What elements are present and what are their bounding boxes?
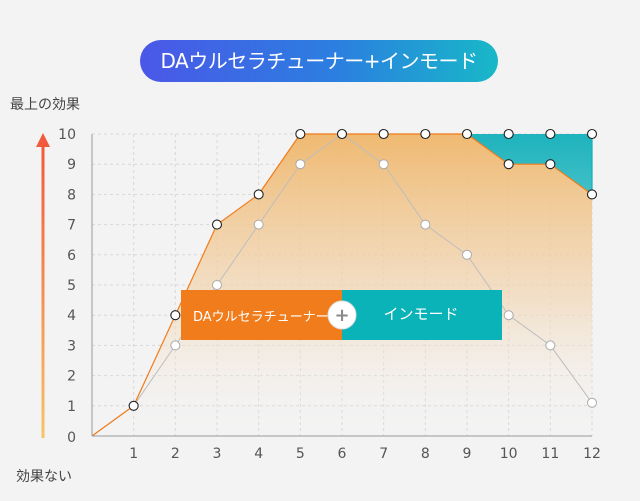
ultherapy-point [253, 189, 264, 200]
ultherapy-point [295, 128, 306, 140]
x-tick-label: 4 [254, 446, 263, 462]
points [128, 128, 598, 411]
x-tick-label: 6 [338, 446, 347, 462]
ultherapy-point [420, 128, 431, 140]
top-effect-label: 最上の効果 [10, 97, 80, 113]
combined-point [586, 128, 598, 140]
inmode-point [212, 280, 222, 290]
inmode-point [462, 249, 472, 260]
x-tick-label: 8 [421, 446, 430, 462]
y-tick-label: 0 [67, 430, 76, 446]
legend: DAウルセラチューナー インモード + [181, 290, 502, 340]
y-tick-label: 7 [67, 218, 76, 234]
combined-point [545, 128, 556, 140]
legend-inmode-box [342, 290, 502, 340]
ultherapy-point [170, 310, 181, 321]
y-tick-label: 1 [67, 399, 76, 415]
y-tick-label: 5 [67, 278, 76, 294]
legend-plus-sign: + [334, 305, 349, 326]
x-tick-label: 12 [583, 446, 601, 462]
x-tick-label: 7 [379, 446, 388, 462]
x-tick-label: 2 [171, 446, 180, 462]
ultherapy-point [378, 128, 389, 140]
ultherapy-point [461, 128, 473, 140]
inmode-point [295, 159, 306, 170]
x-tick-label: 10 [500, 446, 518, 462]
ultherapy-point [211, 219, 223, 230]
legend-ultherapy-box [181, 290, 342, 340]
ultherapy-area [92, 134, 592, 436]
x-tick-label: 1 [129, 446, 138, 462]
legend-plus-circle [327, 300, 357, 330]
legend-ultherapy-label: DAウルセラチューナー [193, 310, 329, 325]
inmode-point [545, 340, 556, 351]
x-tick-label: 11 [541, 446, 559, 462]
effect-arrow-head [36, 133, 50, 147]
combined-point [503, 128, 514, 140]
y-tick-label: 9 [67, 157, 76, 173]
ultherapy-point [336, 128, 348, 140]
y-tick-label: 3 [67, 338, 76, 354]
x-tick-label: 5 [296, 446, 305, 462]
inmode-point [253, 219, 264, 230]
ultherapy-point [128, 400, 139, 411]
no-effect-label: 効果ない [16, 469, 72, 485]
x-tick-label: 9 [463, 446, 472, 462]
y-tick-label: 8 [67, 187, 76, 203]
ultherapy-point [586, 189, 598, 200]
ultherapy-point [545, 159, 556, 170]
inmode-point [378, 159, 389, 170]
y-tick-label: 4 [67, 308, 76, 324]
effect-arrow-shaft [41, 146, 45, 438]
y-tick-label: 6 [67, 248, 76, 264]
x-tick-label: 3 [213, 446, 222, 462]
chart-title: DAウルセラチューナー+インモード [140, 40, 498, 82]
y-tick-label: 10 [58, 127, 76, 143]
inmode-point [587, 397, 597, 408]
inmode-point [420, 219, 431, 230]
legend-inmode-label: インモード [383, 305, 458, 323]
y-tick-label: 2 [67, 369, 76, 385]
ultherapy-point [503, 159, 514, 170]
inmode-point [503, 310, 514, 321]
inmode-point [170, 340, 181, 351]
